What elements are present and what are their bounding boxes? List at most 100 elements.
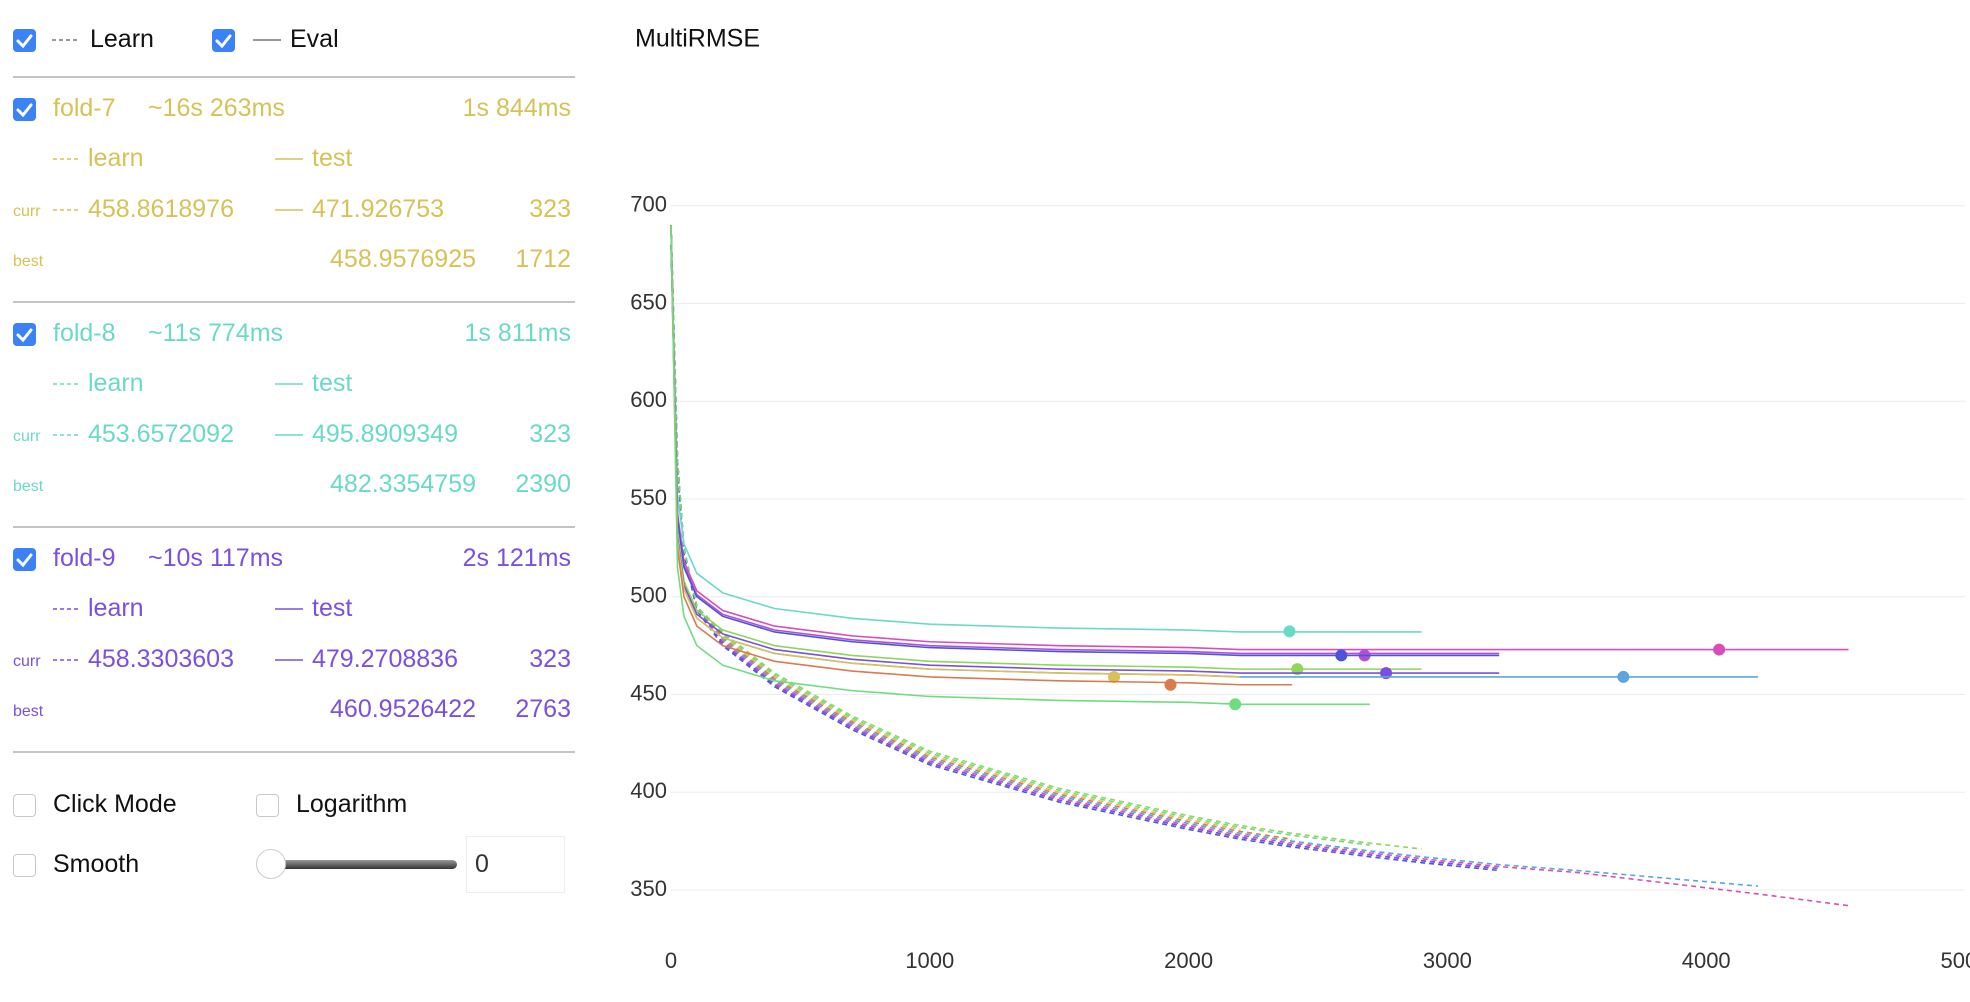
best-point	[1291, 663, 1304, 676]
learn-line	[670, 225, 1849, 907]
test-label: test	[312, 594, 353, 622]
test-line	[670, 225, 1758, 678]
fold-eta: ~10s 117ms	[148, 544, 284, 572]
smooth-value: 0	[475, 850, 489, 878]
curr-test: 471.926753	[312, 195, 445, 223]
best-label: best	[13, 703, 44, 720]
best-point	[1164, 678, 1177, 691]
check-icon	[16, 328, 33, 342]
curr-learn: 453.6572092	[88, 420, 234, 448]
curr-learn: 458.8618976	[88, 195, 234, 223]
y-tick-label: 350	[630, 876, 667, 901]
best-point	[1713, 643, 1726, 656]
check-mark	[16, 34, 33, 48]
checkbox[interactable]	[13, 28, 36, 52]
best-point	[1380, 667, 1393, 680]
legend-learn: Learn	[90, 25, 154, 53]
best-iter: 2390	[515, 470, 571, 498]
slider-track[interactable]	[258, 860, 457, 869]
curr-learn: 458.3303603	[88, 645, 234, 673]
best-label: best	[13, 478, 44, 495]
fold-eta: ~11s 774ms	[148, 319, 284, 347]
x-tick-label: 1000	[905, 948, 954, 973]
fold-name: fold-7	[53, 94, 116, 122]
check-mark	[215, 34, 232, 48]
solid-line-icon	[275, 659, 303, 661]
smooth-label: Smooth	[53, 850, 140, 878]
fold-duration: 2s 121ms	[462, 544, 571, 572]
logarithm-label: Logarithm	[296, 790, 408, 818]
learn-label: learn	[88, 144, 144, 172]
check-icon	[215, 34, 232, 48]
checkbox[interactable]	[13, 793, 36, 817]
solid-line-icon	[275, 434, 303, 436]
checkbox[interactable]	[256, 793, 279, 817]
learn-line	[670, 225, 1241, 831]
best-point	[1229, 698, 1242, 711]
solid-line-icon	[253, 39, 281, 41]
test-label: test	[312, 369, 353, 397]
smooth-input[interactable]	[466, 836, 565, 893]
x-tick-label: 5000	[1941, 948, 1970, 973]
dashed-line-icon	[53, 659, 81, 661]
best-test: 458.9576925	[330, 245, 476, 273]
check-icon	[16, 103, 33, 117]
dashed-line-icon	[53, 209, 81, 211]
dashed-line-icon	[52, 39, 80, 41]
dashed-line-icon	[53, 158, 81, 160]
test-line	[670, 225, 1293, 686]
best-point	[1283, 625, 1296, 638]
learn-line	[670, 225, 1370, 846]
fold-name: fold-8	[53, 319, 116, 347]
y-tick-label: 550	[630, 485, 667, 510]
curr-test: 495.8909349	[312, 420, 458, 448]
curr-label: curr	[13, 653, 41, 670]
checkbox[interactable]	[13, 853, 36, 877]
y-tick-label: 700	[630, 192, 667, 217]
checkbox[interactable]	[212, 28, 235, 52]
solid-line-icon	[275, 209, 303, 211]
fold-name: fold-9	[53, 544, 116, 572]
legend-eval: Eval	[290, 25, 339, 53]
solid-line-icon	[275, 608, 303, 610]
test-line	[670, 225, 1500, 655]
test-line	[670, 225, 1241, 678]
divider	[13, 301, 575, 303]
side-panel: Learn Eval fold-7 ~16s 263ms 1s 844ms learn te…	[0, 0, 575, 1002]
x-tick-label: 4000	[1682, 948, 1731, 973]
learn-line	[670, 225, 1759, 887]
x-tick-label: 2000	[1164, 948, 1213, 973]
best-iter: 1712	[515, 245, 571, 273]
best-iter: 2763	[515, 695, 571, 723]
slider-thumb[interactable]	[256, 849, 286, 879]
fold-eta: ~16s 263ms	[148, 94, 285, 122]
best-point	[1335, 649, 1348, 662]
checkbox[interactable]	[13, 322, 36, 346]
curr-iter: 323	[529, 195, 571, 223]
curr-label: curr	[13, 203, 41, 220]
learn-line	[670, 225, 1500, 870]
learn-label: learn	[88, 369, 144, 397]
curr-test: 479.2708836	[312, 645, 458, 673]
dashed-line-icon	[53, 383, 81, 385]
x-tick-label: 0	[665, 948, 677, 973]
best-test: 482.3354759	[330, 470, 476, 498]
y-tick-label: 450	[630, 680, 667, 705]
test-line	[670, 244, 1500, 657]
best-label: best	[13, 253, 44, 270]
test-line	[670, 225, 1422, 670]
divider	[13, 76, 575, 78]
learn-line	[670, 244, 1500, 872]
test-line	[670, 225, 1849, 651]
dashed-line-icon	[53, 434, 81, 436]
check-icon	[16, 34, 33, 48]
divider	[13, 526, 575, 528]
test-line	[670, 225, 1500, 674]
checkbox[interactable]	[13, 97, 36, 121]
y-tick-label: 500	[630, 583, 667, 608]
checkbox[interactable]	[13, 547, 36, 571]
click-mode-label: Click Mode	[53, 790, 177, 818]
solid-line-icon	[275, 158, 303, 160]
best-point	[1108, 671, 1121, 684]
